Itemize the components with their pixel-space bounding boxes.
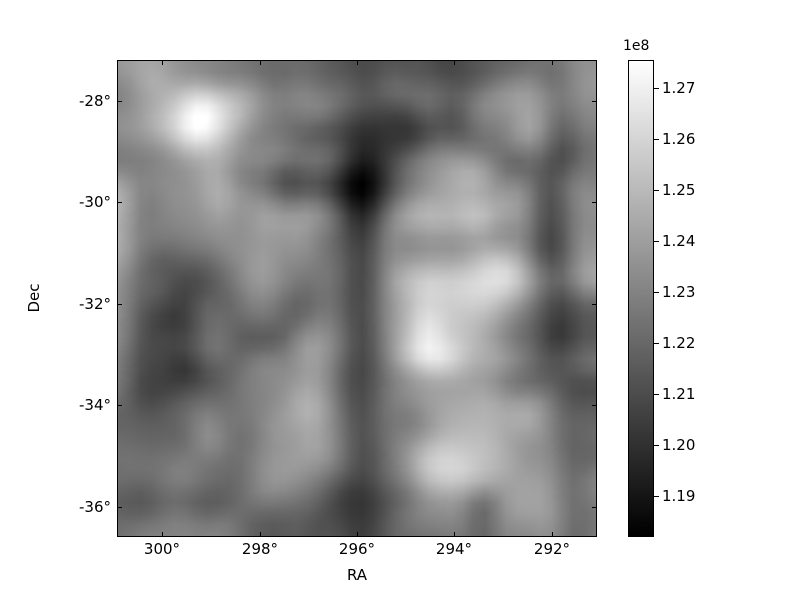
y-tick-mark bbox=[117, 405, 122, 406]
x-axis-label: RA bbox=[346, 566, 368, 584]
colorbar[interactable] bbox=[628, 60, 654, 537]
y-tick-label: -34° bbox=[79, 396, 111, 414]
colorbar-tick-label: 1.26 bbox=[662, 130, 696, 148]
colorbar-tick-mark bbox=[654, 88, 659, 89]
colorbar-tick-mark bbox=[654, 241, 659, 242]
sky-map-axes[interactable] bbox=[117, 60, 597, 537]
y-tick-label: -32° bbox=[79, 295, 111, 313]
colorbar-tick-mark bbox=[654, 190, 659, 191]
y-tick-mark bbox=[117, 202, 122, 203]
x-tick-mark bbox=[454, 532, 455, 537]
colorbar-tick-mark bbox=[654, 394, 659, 395]
x-tick-mark-top bbox=[162, 60, 163, 65]
x-tick-mark bbox=[260, 532, 261, 537]
y-tick-mark-right bbox=[592, 101, 597, 102]
y-tick-mark-right bbox=[592, 405, 597, 406]
y-tick-mark-right bbox=[592, 304, 597, 305]
y-tick-mark-right bbox=[592, 507, 597, 508]
colorbar-tick-mark bbox=[654, 292, 659, 293]
x-tick-label: 294° bbox=[435, 540, 473, 558]
y-tick-label: -28° bbox=[79, 92, 111, 110]
y-tick-mark bbox=[117, 304, 122, 305]
x-tick-label: 298° bbox=[241, 540, 279, 558]
x-tick-mark-top bbox=[552, 60, 553, 65]
y-tick-mark bbox=[117, 101, 122, 102]
y-axis-label: Dec bbox=[25, 283, 43, 313]
colorbar-tick-label: 1.22 bbox=[662, 334, 696, 352]
x-tick-mark bbox=[552, 532, 553, 537]
colorbar-gradient bbox=[629, 61, 653, 536]
colorbar-tick-label: 1.20 bbox=[662, 436, 696, 454]
colorbar-tick-mark bbox=[654, 445, 659, 446]
x-tick-mark bbox=[357, 532, 358, 537]
colorbar-tick-label: 1.23 bbox=[662, 283, 696, 301]
y-tick-label: -30° bbox=[79, 193, 111, 211]
colorbar-tick-label: 1.21 bbox=[662, 385, 696, 403]
x-tick-mark-top bbox=[454, 60, 455, 65]
y-tick-label: -36° bbox=[79, 498, 111, 516]
x-tick-mark-top bbox=[357, 60, 358, 65]
colorbar-tick-mark bbox=[654, 496, 659, 497]
x-tick-mark-top bbox=[260, 60, 261, 65]
x-tick-label: 292° bbox=[533, 540, 571, 558]
colorbar-tick-label: 1.25 bbox=[662, 181, 696, 199]
x-tick-label: 296° bbox=[338, 540, 376, 558]
y-tick-mark bbox=[117, 507, 122, 508]
colorbar-offset-text: 1e8 bbox=[623, 38, 650, 54]
colorbar-tick-mark bbox=[654, 343, 659, 344]
colorbar-tick-label: 1.27 bbox=[662, 79, 696, 97]
colorbar-tick-mark bbox=[654, 139, 659, 140]
y-tick-mark-right bbox=[592, 202, 597, 203]
sky-image bbox=[118, 61, 596, 536]
x-tick-mark bbox=[162, 532, 163, 537]
colorbar-tick-label: 1.24 bbox=[662, 232, 696, 250]
colorbar-tick-label: 1.19 bbox=[662, 487, 696, 505]
x-tick-label: 300° bbox=[143, 540, 181, 558]
